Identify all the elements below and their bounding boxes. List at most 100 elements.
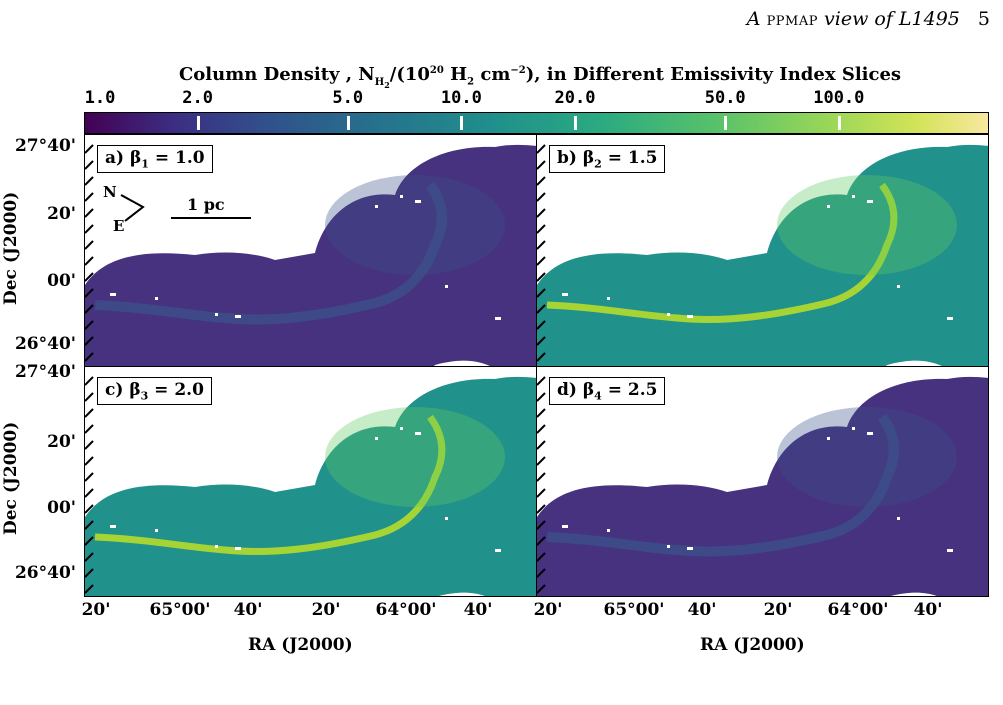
source-marker [400,195,403,198]
filament-b [546,182,898,323]
source-marker [687,315,693,318]
source-marker [667,545,670,548]
hatch-mark [85,440,94,450]
source-marker [837,155,840,158]
hatch-mark [537,240,546,250]
source-marker [495,317,501,320]
hatch-mark [537,584,546,594]
hatch-mark [537,424,546,434]
hatch-mark [537,536,546,546]
xtick-left-3: 20' [311,600,341,620]
hatch-mark [537,376,546,386]
hatch-mark [537,520,546,530]
source-marker [385,155,388,158]
hatch-mark [537,352,546,362]
panel-d-map [537,376,988,596]
source-marker [110,525,116,528]
hatch-mark [537,552,546,562]
panel-a: a) β1 = 1.0 N E 1 pc [84,134,537,367]
cloud-region-c [85,376,536,596]
colorbar-tick-label: 1.0 [84,88,116,108]
source-marker [400,427,403,430]
hatch-mark [85,272,94,282]
source-marker [415,432,421,435]
running-head-suffix: view of L1495 [818,8,960,30]
ytick-bottom-3: 26°40' [14,563,76,583]
hatch-mark [537,224,546,234]
cloud-halo-b [777,175,957,275]
ytick-top-3: 26°40' [14,334,76,354]
colorbar-tick-label: 20.0 [554,88,596,108]
colorbar-tick-mark [460,116,464,130]
filament-a [94,182,447,325]
panel-d: d) β4 = 2.5 [536,366,989,597]
hatch-mark [85,568,94,578]
hatch-mark [537,392,546,402]
xtick-right-5: 40' [913,600,943,620]
filament-c [94,414,446,555]
colorbar-tick-mark [837,116,841,130]
cloud-halo-c [325,407,505,507]
colorbar-tick-label: 100.0 [813,88,865,108]
xlabel-right: RA (J2000) [700,635,805,655]
panel-a-label: a) β1 = 1.0 [97,145,213,174]
hatch-mark [85,240,94,250]
panel-c-label: c) β3 = 2.0 [97,377,212,406]
hatch-mark [537,176,546,186]
hatch-mark [537,160,546,170]
hatch-mark [85,520,94,530]
panel-b: b) β2 = 1.5 [536,134,989,367]
hatch-mark [537,472,546,482]
ytick-top-0: 27°40' [14,136,76,156]
ylabel-top: Dec (J2000) [1,191,21,305]
hatch-mark [537,440,546,450]
source-marker [375,205,378,208]
panel-c-map [85,376,536,596]
hatch-mark [85,144,94,154]
panel-d-label: d) β4 = 2.5 [549,377,666,406]
source-marker [155,529,158,532]
source-marker [562,525,568,528]
xtick-right-1: 65°00' [603,600,665,620]
page-number: 5 [977,8,990,30]
ylabel-bottom: Dec (J2000) [1,421,21,535]
compass-east: E [113,217,125,235]
colorbar-tick-label: 50.0 [704,88,746,108]
source-marker [385,387,388,390]
panel-b-map [537,144,988,366]
hatch-mark [537,456,546,466]
ytick-top-2: 00' [47,271,76,291]
source-marker [235,315,241,318]
source-marker [897,517,900,520]
source-marker [155,297,158,300]
xtick-right-4: 64°00' [827,600,889,620]
source-marker [867,200,873,203]
source-marker [827,205,830,208]
hatch-mark [537,192,546,202]
hatch-mark [85,376,94,386]
source-marker [607,297,610,300]
source-marker [495,549,501,552]
panel-c: c) β3 = 2.0 [84,366,537,597]
running-head-smallcaps: ppmap [766,8,819,30]
xtick-left-4: 64°00' [375,600,437,620]
colorbar-tick-mark [196,116,200,130]
colorbar-tick-mark [346,116,350,130]
hatch-mark [537,144,546,154]
xtick-right-0: 20' [533,600,563,620]
scalebar-line [171,217,251,219]
hatch-mark [537,568,546,578]
colorbar-tick-label: 10.0 [440,88,482,108]
hatch-mark [537,208,546,218]
compass-arrows [120,194,145,222]
panel-b-label: b) β2 = 1.5 [549,145,666,174]
xtick-left-0: 20' [81,600,111,620]
hatch-mark [85,424,94,434]
hatch-mark [537,320,546,330]
source-marker [852,195,855,198]
ytick-bottom-1: 20' [47,432,76,452]
hatch-mark [537,304,546,314]
source-marker [375,437,378,440]
ytick-bottom-2: 00' [47,498,76,518]
hatch-mark [537,336,546,346]
